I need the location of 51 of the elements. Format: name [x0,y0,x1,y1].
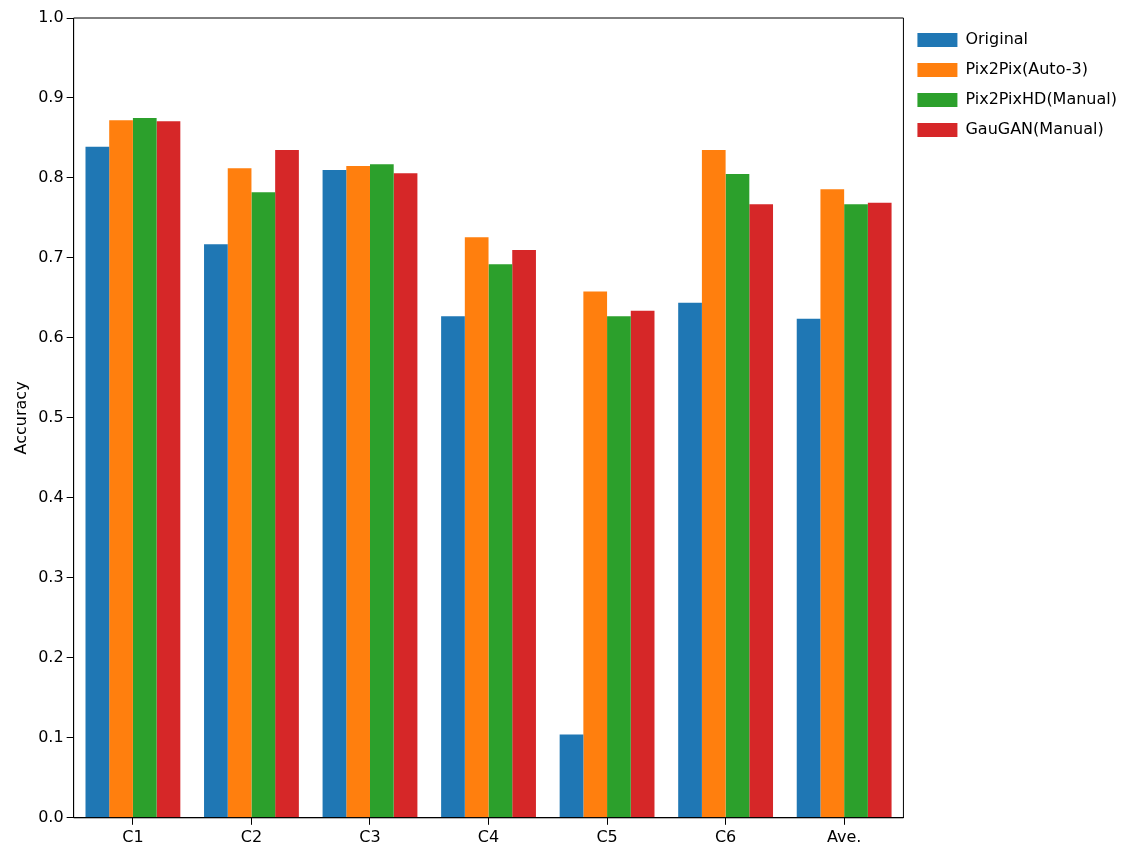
x-tick-label: Ave. [826,826,862,846]
y-axis-title: Accuracy [10,381,30,455]
x-tick-label: C1 [122,826,144,846]
y-tick-label: 0.1 [38,726,64,746]
bar [322,169,347,818]
x-tick-label: C5 [596,826,618,846]
bar [204,244,228,818]
x-tick-label: C2 [240,826,263,846]
legend-label: Pix2Pix(Auto-3) [965,59,1088,79]
y-tick-label: 0.5 [38,407,64,427]
bar [844,204,868,818]
bar [464,237,489,818]
x-tick-label: C3 [359,826,381,846]
y-tick-label: 0.0 [38,806,64,826]
bar [369,164,394,818]
legend-label: GauGAN(Manual) [965,119,1104,139]
y-tick-label: 0.4 [38,487,64,507]
bar [725,173,750,818]
bar [701,149,726,818]
bar [156,121,181,818]
legend-label: Original [965,29,1029,49]
y-tick-label: 0.3 [38,567,64,587]
bar [85,146,110,818]
bar [796,318,821,818]
bar [678,302,702,818]
bar [346,165,370,818]
y-tick-label: 0.8 [38,167,64,187]
bar [488,264,513,818]
bar [132,117,157,818]
x-tick-label: C4 [477,826,500,846]
y-tick-label: 1.0 [38,7,64,27]
bar [251,192,276,818]
bar [583,291,608,818]
bar [275,149,299,818]
bar [630,310,655,818]
y-tick-label: 0.6 [38,327,64,347]
bar [607,316,631,818]
y-tick-label: 0.9 [38,87,64,107]
bar [820,189,845,818]
bar [441,316,465,818]
bar [512,249,536,818]
y-tick-label: 0.2 [38,647,64,666]
bar [559,734,584,818]
bar [393,173,418,818]
x-tick-label: C6 [714,826,737,846]
bar [749,204,774,818]
y-tick-label: 0.7 [38,247,64,267]
bar [227,168,252,818]
legend-label: Pix2PixHD(Manual) [965,89,1117,109]
bar [867,202,892,818]
bar [109,120,133,818]
